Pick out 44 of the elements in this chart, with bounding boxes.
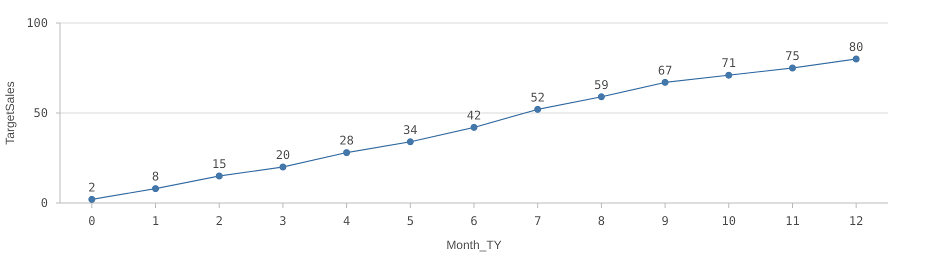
y-axis-title: TargetSales [3, 81, 17, 145]
x-tick-label: 6 [470, 214, 478, 228]
data-label: 28 [339, 134, 354, 148]
point [852, 56, 860, 62]
data-label: 71 [722, 56, 736, 70]
x-tick-label: 9 [661, 214, 669, 228]
data-label: 20 [276, 148, 290, 162]
x-tick-label: 7 [534, 214, 542, 228]
y-tick-label: 100 [26, 16, 48, 30]
point [725, 72, 732, 79]
point [88, 196, 96, 203]
data-label: 34 [403, 122, 418, 137]
point [598, 93, 605, 100]
data-label: 67 [658, 63, 672, 78]
point [152, 185, 160, 192]
x-tick-label: 11 [785, 214, 800, 228]
data-label: 2 [88, 180, 96, 194]
data-label: 75 [785, 49, 800, 63]
x-tick-label: 8 [598, 214, 605, 228]
y-tick-label: 0 [40, 196, 48, 210]
data-label: 59 [594, 78, 609, 92]
point [534, 106, 542, 113]
point [662, 78, 669, 86]
point [343, 149, 350, 156]
x-tick-label: 2 [216, 214, 223, 228]
data-label: 8 [152, 170, 160, 184]
point [279, 164, 286, 170]
x-axis-title: Month_TY [446, 238, 502, 252]
data-label: 52 [530, 90, 545, 104]
point [216, 172, 223, 180]
x-tick-label: 12 [848, 214, 864, 228]
data-label: 15 [212, 157, 226, 171]
x-tick-label: 4 [343, 214, 350, 228]
y-tick-label: 50 [34, 106, 48, 120]
x-tick-label: 10 [722, 214, 736, 228]
x-tick-label: 1 [152, 214, 160, 228]
point [406, 138, 414, 146]
point [788, 64, 796, 72]
x-tick-label: 3 [279, 214, 287, 228]
point [470, 124, 478, 131]
x-tick-label: 5 [406, 214, 414, 228]
data-label: 42 [466, 108, 482, 122]
x-tick-label: 0 [88, 214, 96, 228]
data-label: 80 [848, 40, 864, 54]
